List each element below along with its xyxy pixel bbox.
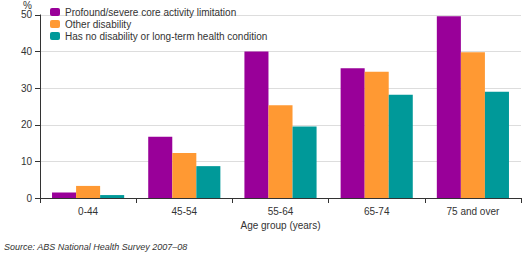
svg-text:20: 20 [21, 119, 33, 130]
svg-text:65-74: 65-74 [364, 206, 390, 217]
svg-text:Profound/severe core activity: Profound/severe core activity limitation [65, 7, 236, 18]
svg-text:Has no disability or long-term: Has no disability or long-term health co… [65, 31, 267, 42]
svg-text:10: 10 [21, 156, 33, 167]
svg-text:Other disability: Other disability [65, 19, 131, 30]
svg-text:0: 0 [26, 193, 32, 204]
svg-text:0-44: 0-44 [78, 206, 98, 217]
svg-text:Age group (years): Age group (years) [240, 220, 320, 231]
svg-text:Source: ABS National Health Su: Source: ABS National Health Survey 2007–… [4, 242, 187, 252]
svg-text:30: 30 [21, 83, 33, 94]
svg-text:75 and over: 75 and over [446, 206, 499, 217]
svg-text:40: 40 [21, 46, 33, 57]
svg-text:55-64: 55-64 [268, 206, 294, 217]
svg-text:50: 50 [21, 9, 33, 20]
svg-text:45-54: 45-54 [172, 206, 198, 217]
